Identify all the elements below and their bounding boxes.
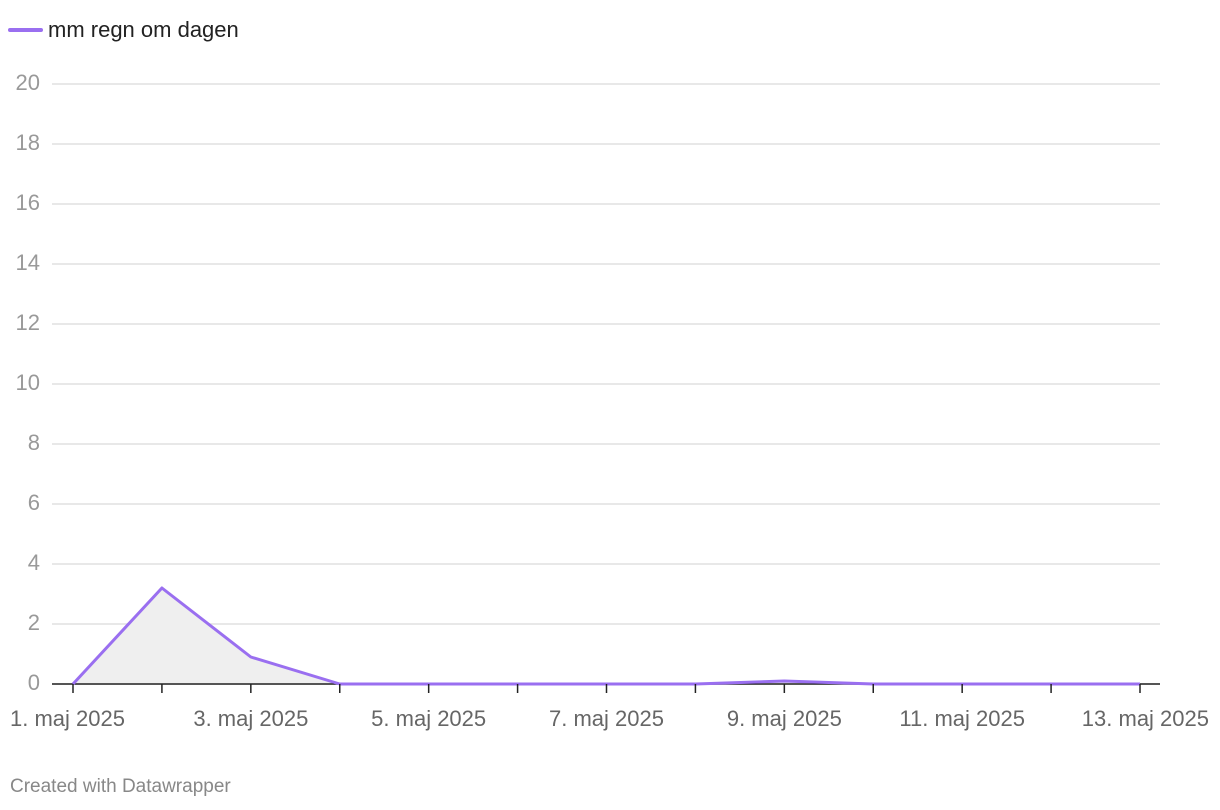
y-tick-label: 20 [16,70,40,95]
area [73,588,1140,684]
x-tick-label: 5. maj 2025 [371,706,486,731]
x-tick-label: 9. maj 2025 [727,706,842,731]
y-tick-label: 8 [28,430,40,455]
footer: Created with Datawrapper [10,776,231,797]
y-tick-label: 16 [16,190,40,215]
x-tick-label: 3. maj 2025 [193,706,308,731]
y-tick-label: 6 [28,490,40,515]
y-tick-label: 0 [28,670,40,695]
legend-label: mm regn om dagen [48,17,239,42]
x-tick-label: 11. maj 2025 [899,706,1025,731]
y-tick-label: 14 [16,250,40,275]
y-tick-label: 12 [16,310,40,335]
y-tick-label: 10 [16,370,40,395]
x-tick-label: 7. maj 2025 [549,706,664,731]
y-tick-label: 2 [28,610,40,635]
y-tick-label: 4 [28,550,40,575]
y-tick-label: 18 [16,130,40,155]
x-tick-label: 1. maj 2025 [10,706,125,731]
x-tick-label: 13. maj 2025 [1082,706,1209,731]
